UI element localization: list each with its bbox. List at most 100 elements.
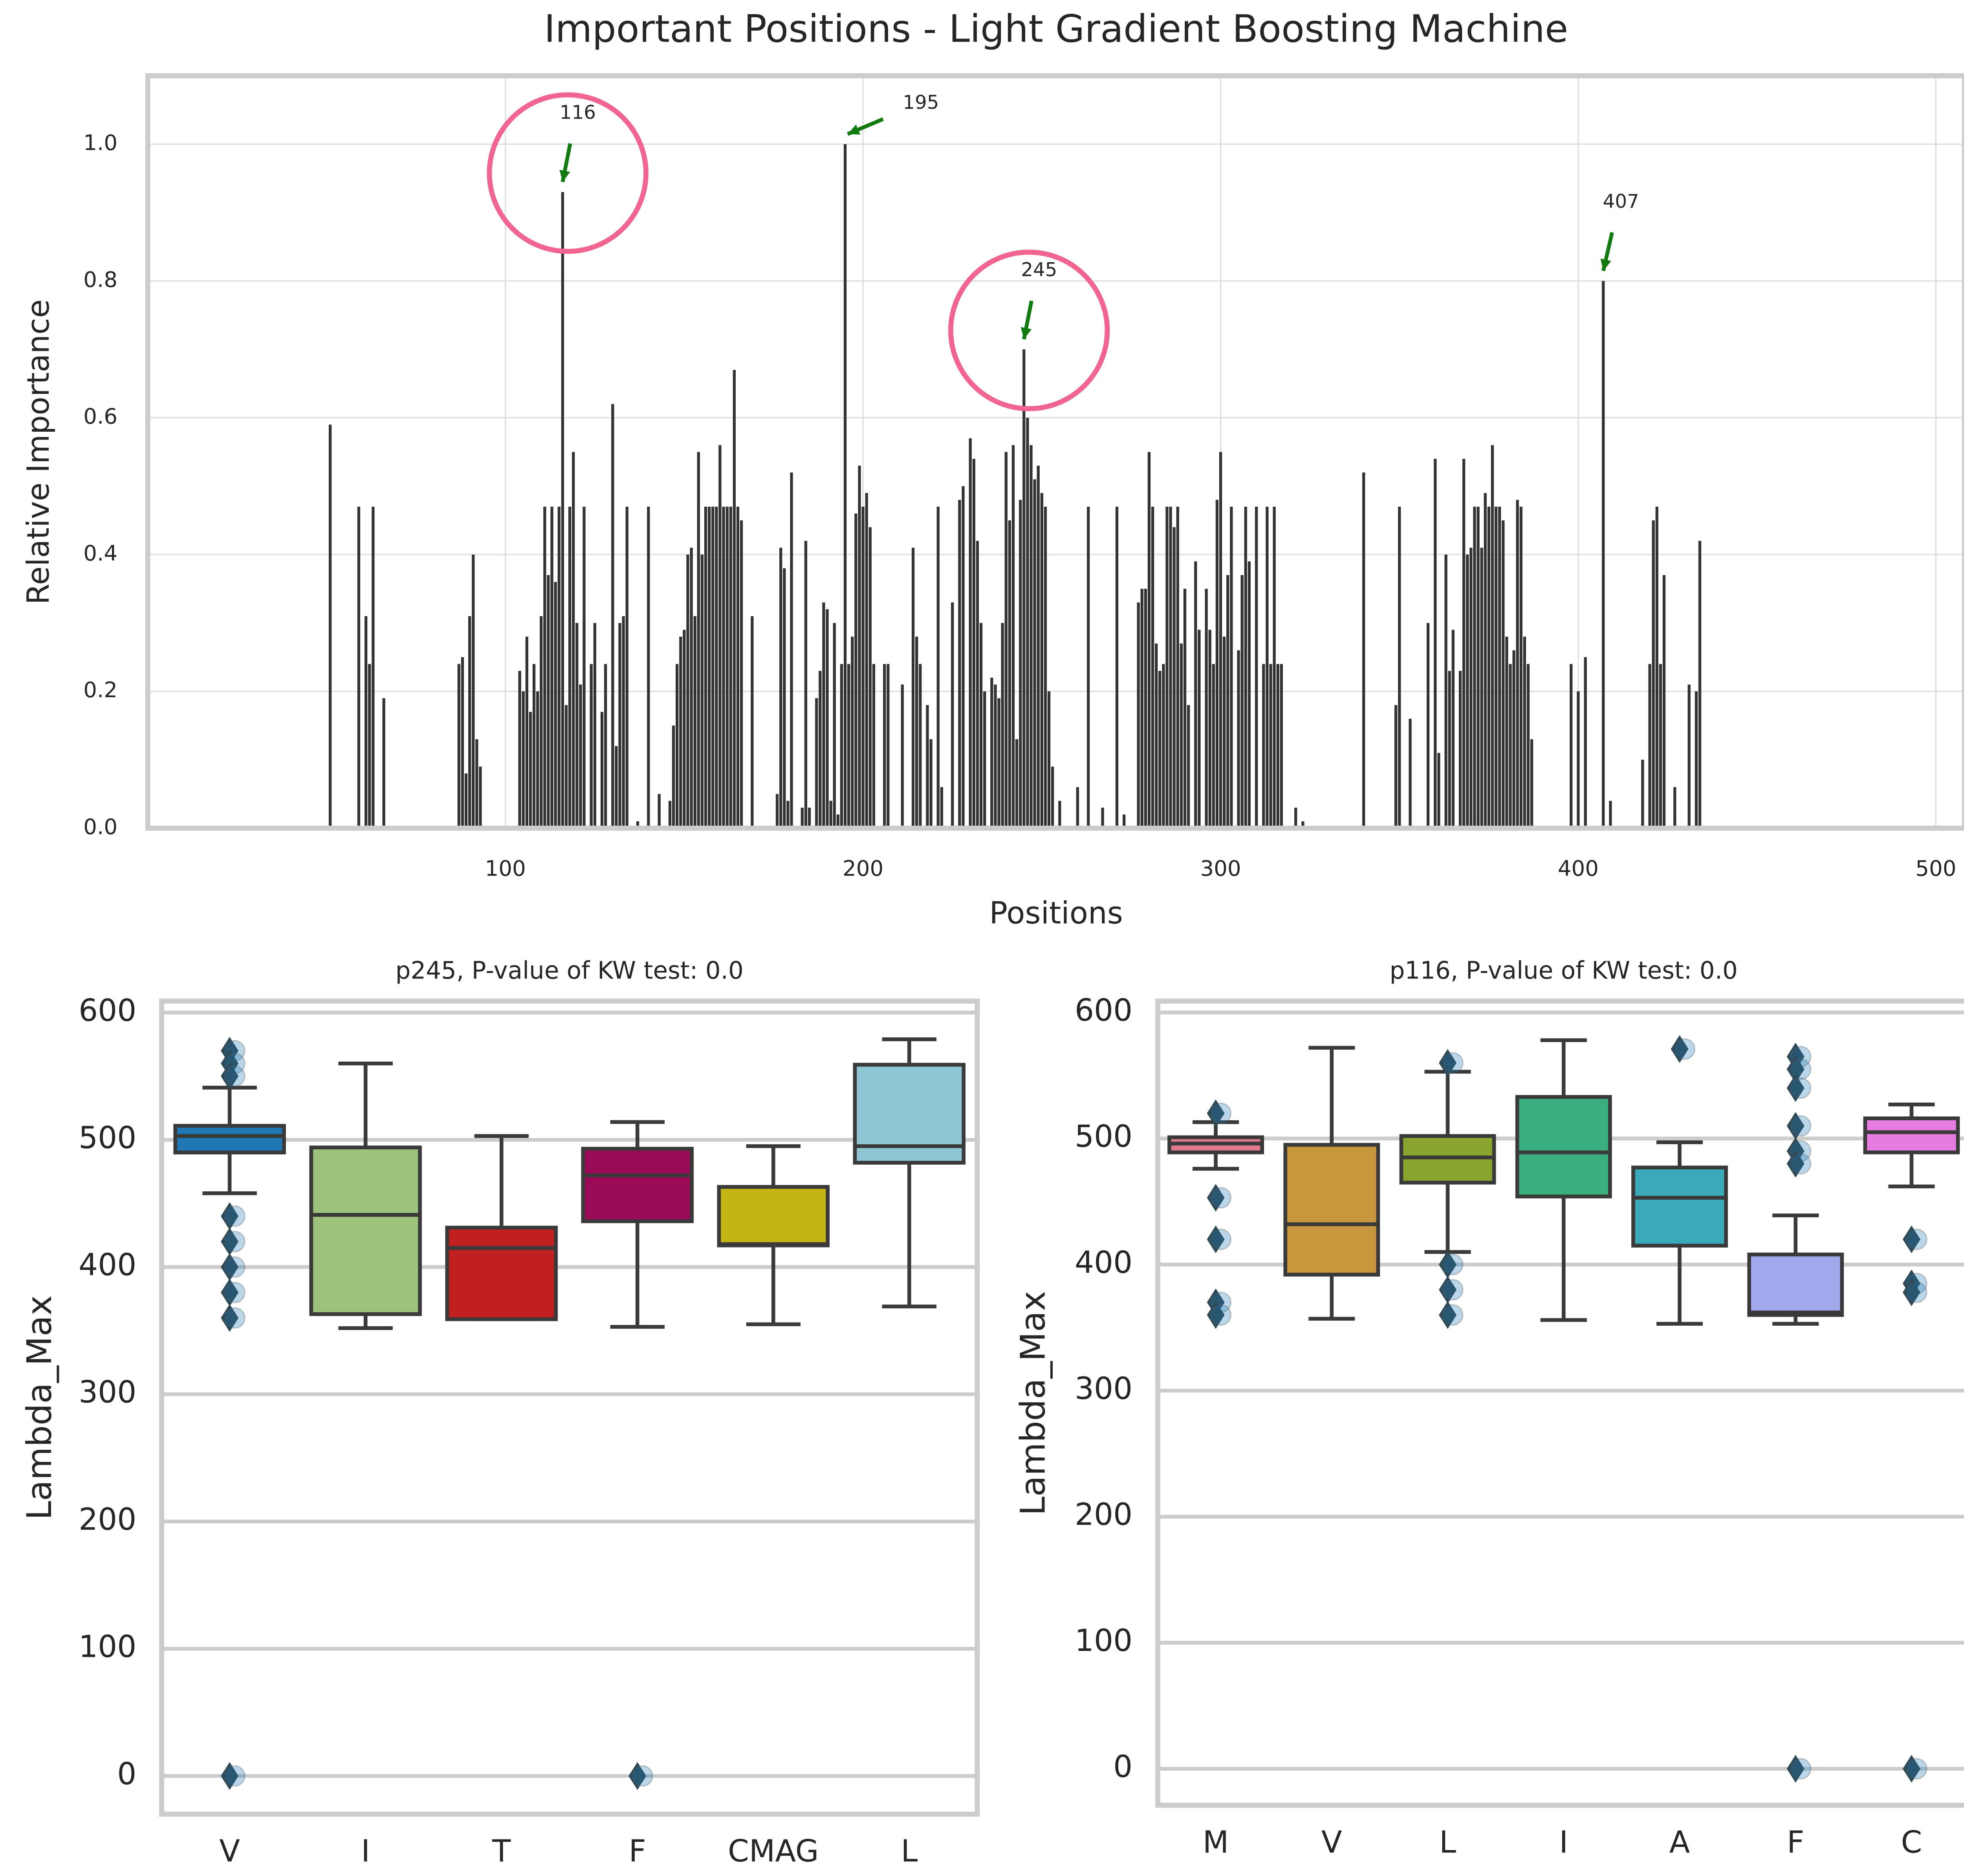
bar [1609, 801, 1612, 828]
outlier-point [1442, 1279, 1464, 1301]
bar [357, 506, 361, 828]
outlier [628, 1762, 647, 1790]
outlier-point [1905, 1228, 1927, 1250]
bar [868, 527, 872, 828]
bar [1019, 500, 1022, 828]
bar [1502, 520, 1505, 828]
bar [1641, 760, 1644, 828]
bar [815, 698, 818, 828]
bar [1523, 636, 1526, 828]
bar [1022, 349, 1026, 828]
x-tick-label: 200 [843, 856, 883, 881]
outlier [1207, 1183, 1225, 1212]
bar [1151, 506, 1154, 828]
x-tick-label: F [1787, 1825, 1804, 1860]
bar [775, 794, 779, 828]
bar [1487, 506, 1490, 828]
bar [1212, 664, 1215, 828]
bar [1394, 705, 1398, 828]
bar [958, 500, 961, 828]
bar [1448, 671, 1451, 828]
bar [1269, 664, 1272, 828]
annotation-label: 116 [560, 102, 596, 124]
x-tick-label: V [219, 1834, 240, 1869]
bar [1144, 588, 1147, 828]
bar [1695, 691, 1698, 828]
annotation-label: 245 [1021, 259, 1057, 281]
y-tick-label: 0 [117, 1756, 136, 1792]
outlier [1439, 1251, 1457, 1279]
bar [704, 506, 707, 828]
bar [1230, 506, 1233, 828]
bar [1183, 588, 1187, 828]
x-tick-label: I [1559, 1825, 1568, 1860]
bar [1198, 630, 1201, 828]
bar [583, 506, 586, 828]
bar [636, 821, 639, 828]
y-tick-label: 1.0 [83, 130, 117, 155]
outlier [1439, 1276, 1457, 1304]
bar [1426, 623, 1430, 828]
bar [994, 684, 997, 828]
bar [940, 787, 944, 828]
y-tick-label: 0.6 [83, 404, 117, 429]
bar [726, 506, 729, 828]
bar [468, 616, 471, 828]
bar [1584, 657, 1587, 828]
outlier [1786, 1112, 1805, 1140]
outlier [1786, 1055, 1805, 1083]
bar [464, 773, 468, 828]
bar [972, 459, 975, 828]
x-tick-label: T [492, 1834, 511, 1869]
bar [1180, 643, 1183, 828]
box [581, 1147, 694, 1223]
bar [1219, 452, 1222, 828]
bar [1222, 636, 1226, 828]
bar [543, 506, 546, 828]
bar [382, 698, 385, 828]
bar [919, 664, 922, 828]
bar [1030, 445, 1033, 828]
bar [1137, 602, 1140, 828]
outlier [1786, 1150, 1805, 1178]
bar [1659, 664, 1662, 828]
bar [1602, 281, 1605, 828]
outlier [1439, 1049, 1457, 1077]
bar [1004, 452, 1008, 828]
annotation-label: 407 [1603, 191, 1639, 213]
outlier-point [224, 1307, 246, 1329]
bar [1155, 643, 1158, 828]
plot-frame [1155, 998, 1964, 1808]
bar [615, 746, 618, 828]
x-tick-label: L [901, 1834, 918, 1869]
bar [672, 725, 675, 828]
bar [575, 623, 579, 828]
arrow-head [1020, 327, 1032, 339]
box [1863, 1116, 1960, 1154]
bar [1015, 739, 1019, 828]
bar [819, 671, 822, 828]
bar [690, 548, 693, 828]
box [445, 1226, 558, 1321]
bar [479, 766, 482, 828]
box [173, 1124, 286, 1154]
bar [1244, 506, 1247, 828]
outlier-point [1210, 1102, 1232, 1124]
outlier [1786, 1755, 1805, 1783]
bar [1047, 691, 1051, 828]
box [1747, 1252, 1844, 1317]
bar [1462, 459, 1466, 828]
y-tick-label: 300 [1075, 1371, 1132, 1406]
plot-frame [159, 998, 980, 1817]
bar [600, 712, 604, 828]
bar [883, 664, 886, 828]
x-tick-label: C [1901, 1825, 1922, 1860]
bar [779, 548, 782, 828]
bar [1266, 506, 1269, 828]
bar [1437, 753, 1440, 828]
bar [851, 636, 854, 828]
outlier-point [1210, 1187, 1232, 1209]
bar [1498, 506, 1501, 828]
bar [461, 657, 464, 828]
